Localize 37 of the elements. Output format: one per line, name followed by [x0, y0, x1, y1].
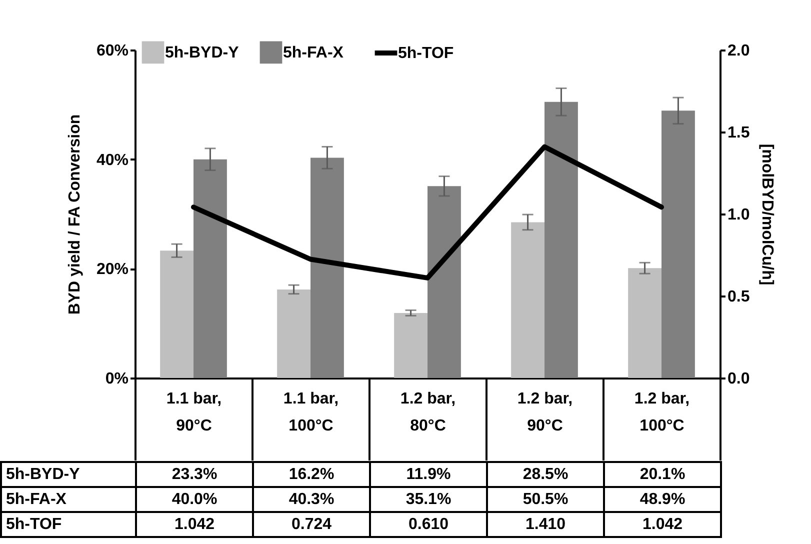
y2-tick-label: 1.0 — [728, 206, 750, 224]
y2-tick-label: 0.0 — [728, 370, 750, 388]
data-label: 28.5% — [487, 462, 604, 487]
x-tick-label: 1.1 bar, 100°C — [283, 390, 339, 434]
y-axis-title: BYD yield / FA Conversion — [66, 114, 84, 315]
x-tick-label: 1.2 bar, 100°C — [634, 390, 690, 434]
data-label: 1.042 — [604, 512, 721, 537]
x-tick-label: 1.1 bar, 90°C — [166, 390, 222, 434]
data-label: 23.3% — [136, 462, 253, 487]
y2-tick-label: 1.5 — [728, 124, 750, 142]
data-label: 20.1% — [604, 462, 721, 487]
text: 5h-TOF — [6, 516, 62, 532]
legend-label: 5h-TOF — [398, 45, 454, 62]
data-label: 11.9% — [370, 462, 487, 487]
data-label: 35.1% — [370, 487, 487, 512]
data-label: 1.410 — [487, 512, 604, 537]
y2-tick-label: 2.0 — [728, 42, 750, 60]
y-tick-label: 20% — [96, 261, 128, 278]
text: 5h-FA-X — [6, 490, 66, 508]
data-label: 50.5% — [487, 487, 604, 512]
y-tick-label: 0% — [105, 370, 128, 388]
y-tick-label: 40% — [96, 152, 128, 169]
data-label: 16.2% — [253, 462, 370, 487]
x-tick-label: 1.2 bar, 80°C — [400, 390, 456, 434]
data-label: 0.610 — [370, 512, 487, 537]
data-label: 40.0% — [136, 487, 253, 512]
x-tick-label: 1.2 bar, 90°C — [517, 390, 573, 434]
data-label: 40.3% — [253, 487, 370, 512]
y2-tick-label: 0.5 — [728, 288, 750, 306]
data-label: 0.724 — [253, 512, 370, 537]
legend-label: 5h-FA-X — [283, 44, 344, 62]
y2-axis-title: [molBYD/molCu/h] — [758, 144, 776, 286]
y-tick-label: 60% — [96, 42, 128, 60]
text: 5h-BYD-Y — [6, 466, 80, 482]
data-label: 48.9% — [604, 487, 721, 512]
legend-label: 5h-BYD-Y — [165, 44, 240, 62]
data-label: 1.042 — [136, 512, 253, 537]
